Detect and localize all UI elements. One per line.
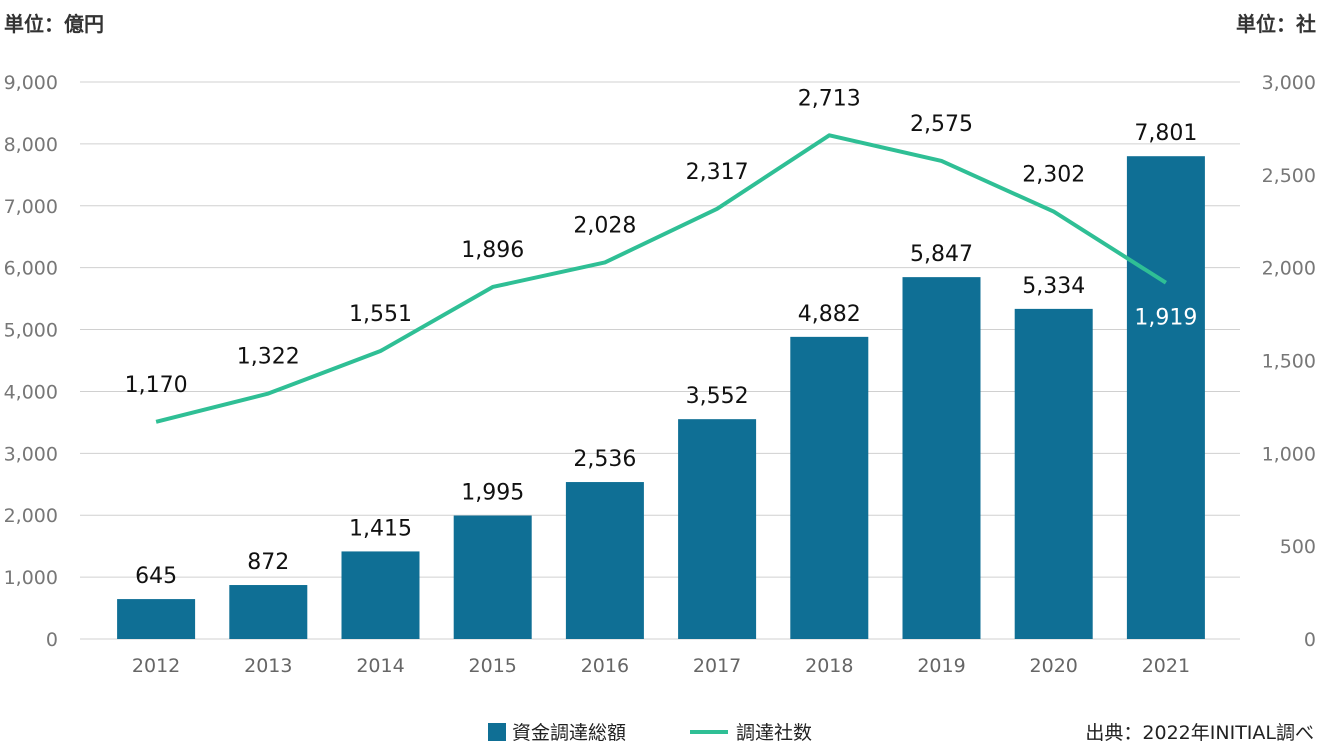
bar <box>678 419 757 639</box>
source-note: 出典：2022年INITIAL調べ <box>1085 722 1314 744</box>
line-value-label: 1,551 <box>349 302 412 327</box>
right-tick-label: 3,000 <box>1262 72 1316 94</box>
bar-value-label: 1,995 <box>461 481 524 506</box>
bar <box>1126 156 1205 639</box>
bar-value-label: 7,801 <box>1134 121 1197 146</box>
legend-swatch-line <box>690 729 728 734</box>
x-tick-label: 2020 <box>1030 655 1078 677</box>
line-value-label: 1,170 <box>125 373 188 398</box>
bar <box>229 585 308 639</box>
x-tick-label: 2019 <box>917 655 965 677</box>
legend-label-bar: 資金調達総額 <box>512 722 627 744</box>
line-value-label: 2,317 <box>686 160 749 185</box>
left-tick-label: 6,000 <box>4 258 58 280</box>
left-tick-label: 7,000 <box>4 196 58 218</box>
left-tick-label: 9,000 <box>4 72 58 94</box>
line-value-label: 1,322 <box>237 345 300 370</box>
right-tick-label: 1,500 <box>1262 351 1316 373</box>
x-tick-label: 2016 <box>581 655 629 677</box>
x-tick-label: 2015 <box>469 655 517 677</box>
bar <box>1014 308 1093 639</box>
bar-value-label: 872 <box>247 550 289 575</box>
right-tick-label: 0 <box>1304 629 1316 651</box>
left-tick-label: 5,000 <box>4 320 58 342</box>
line-value-label: 1,919 <box>1134 306 1197 331</box>
line-value-label: 2,302 <box>1022 163 1085 188</box>
bar-value-label: 4,882 <box>798 302 861 327</box>
legend-label-line: 調達社数 <box>736 722 813 744</box>
left-tick-label: 8,000 <box>4 134 58 156</box>
bar-value-label: 1,415 <box>349 516 412 541</box>
line-series <box>155 133 1167 424</box>
line-value-label: 1,896 <box>461 238 524 263</box>
right-tick-label: 1,000 <box>1262 443 1316 465</box>
bar-value-label: 2,536 <box>573 447 636 472</box>
legend-swatch-bar <box>488 722 506 741</box>
left-tick-label: 0 <box>46 629 58 651</box>
right-tick-label: 2,000 <box>1262 258 1316 280</box>
x-tick-label: 2018 <box>805 655 853 677</box>
bar-value-label: 5,334 <box>1022 274 1085 299</box>
right-tick-label: 2,500 <box>1262 165 1316 187</box>
x-tick-label: 2014 <box>356 655 404 677</box>
x-tick-label: 2013 <box>244 655 292 677</box>
line-value-label: 2,713 <box>798 86 861 111</box>
x-tick-label: 2017 <box>693 655 741 677</box>
right-tick-label: 500 <box>1280 536 1316 558</box>
left-tick-label: 4,000 <box>4 381 58 403</box>
bar <box>790 336 869 639</box>
bar-value-label: 3,552 <box>686 384 749 409</box>
bar-value-label: 5,847 <box>910 242 973 267</box>
x-tick-label: 2021 <box>1142 655 1190 677</box>
legend-item-bar: 資金調達総額 <box>488 718 626 745</box>
bar-value-label: 645 <box>135 564 177 589</box>
line-value-label: 2,028 <box>573 213 636 238</box>
bar <box>902 277 981 639</box>
left-tick-label: 3,000 <box>4 443 58 465</box>
left-tick-label: 1,000 <box>4 567 58 589</box>
left-axis-unit: 単位：億円 <box>4 12 104 36</box>
left-tick-label: 2,000 <box>4 505 58 527</box>
x-tick-label: 2012 <box>132 655 180 677</box>
bar <box>565 482 644 639</box>
bar <box>117 599 196 639</box>
right-axis-unit: 単位：社 <box>1236 12 1316 36</box>
line-value-label: 2,575 <box>910 112 973 137</box>
legend-item-line: 調達社数 <box>690 718 812 745</box>
bar <box>453 515 532 639</box>
bar <box>341 551 420 639</box>
